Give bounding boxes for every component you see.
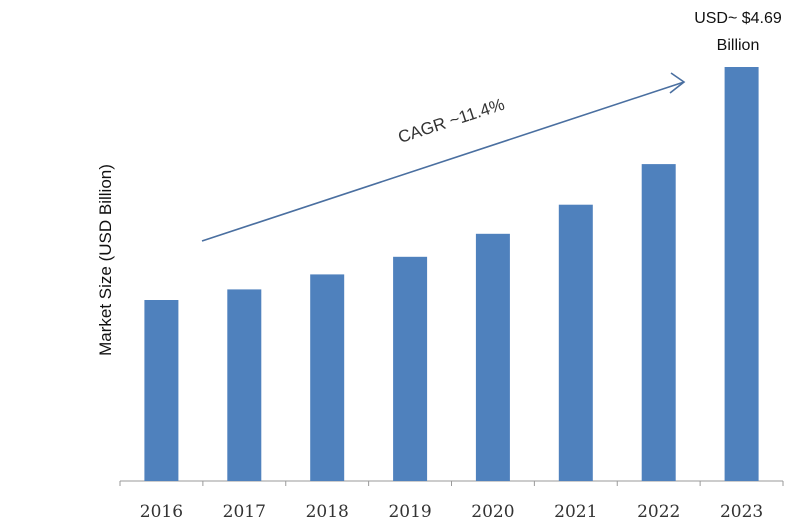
cagr-arrow — [201, 72, 686, 242]
bar-2023 — [724, 67, 759, 481]
x-tick-label-2023: 2023 — [720, 502, 763, 522]
cagr-label: CAGR ~11.4% — [396, 95, 507, 147]
bars-group — [144, 67, 759, 481]
peak-value-label-line2: Billion — [717, 37, 760, 54]
x-tick-label-2019: 2019 — [388, 502, 431, 522]
bar-2021 — [558, 204, 593, 481]
bar-2019 — [393, 256, 428, 481]
x-tick-label-2017: 2017 — [223, 502, 266, 522]
x-tick-label-2021: 2021 — [554, 502, 597, 522]
bar-2020 — [475, 233, 510, 481]
x-tick-label-2016: 2016 — [140, 502, 183, 522]
peak-value-label-line1: USD~ $4.69 — [694, 10, 782, 27]
x-ticks-group: 2016 2017 2018 2019 2020 2021 2022 2023 — [119, 481, 784, 522]
x-tick-label-2018: 2018 — [306, 502, 349, 522]
bar-2016 — [144, 300, 179, 481]
bar-2017 — [227, 289, 262, 481]
bar-2022 — [641, 164, 676, 481]
bar-2018 — [310, 274, 345, 481]
y-axis-title: Market Size (USD Billion) — [96, 164, 115, 356]
x-tick-label-2020: 2020 — [471, 502, 514, 522]
x-tick-label-2022: 2022 — [637, 502, 680, 522]
